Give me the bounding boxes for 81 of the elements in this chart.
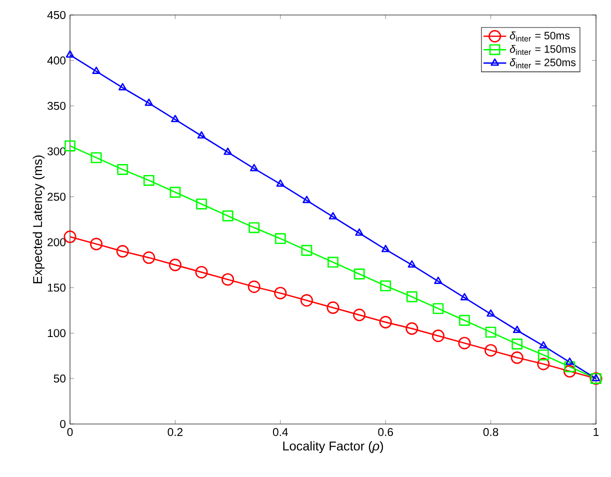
legend-label: δ$_{inter}$ = 150ms <box>510 44 576 55</box>
legend-label: δ$_{inter}$ = 250ms <box>510 58 576 68</box>
point <box>432 303 444 314</box>
point <box>90 238 103 250</box>
point <box>197 131 206 139</box>
point <box>539 341 548 348</box>
y-tick-label: 250 <box>48 192 66 201</box>
point <box>171 114 180 122</box>
point <box>64 230 76 244</box>
x-tick-label: 0.4 <box>272 428 288 436</box>
point <box>538 349 549 360</box>
point <box>195 266 208 278</box>
point <box>537 358 550 370</box>
point <box>90 152 102 164</box>
y-tick-label: 300 <box>47 147 66 156</box>
point <box>355 228 364 236</box>
y-axis-title: Expected Latency (ms) <box>32 156 45 284</box>
point <box>566 358 574 365</box>
x-tick-label: 1 <box>594 428 599 436</box>
y-tick-label: 200 <box>48 238 66 246</box>
x-tick-label: 0.6 <box>378 428 393 436</box>
point <box>64 140 76 152</box>
point <box>118 83 127 90</box>
point <box>196 198 207 210</box>
point <box>512 338 523 350</box>
point <box>328 256 338 268</box>
point <box>406 322 418 335</box>
point <box>274 233 286 244</box>
point <box>142 251 156 264</box>
y-tick-label: 50 <box>54 374 66 383</box>
x-tick-label: 0.2 <box>168 428 183 436</box>
point <box>248 222 260 234</box>
point <box>484 344 498 357</box>
point <box>328 212 338 220</box>
point <box>486 309 495 317</box>
x-axis-title: Locality Factor (ρ) <box>283 441 383 454</box>
point <box>459 314 470 326</box>
point <box>302 196 311 204</box>
point <box>406 291 418 302</box>
point <box>353 308 366 322</box>
y-tick-label: 450 <box>47 10 66 20</box>
point <box>460 292 469 300</box>
point <box>434 276 442 284</box>
point <box>116 245 129 258</box>
point <box>379 316 392 328</box>
x-tick-label: 0 <box>67 428 73 436</box>
point <box>512 326 522 334</box>
point <box>222 273 234 286</box>
point <box>408 260 416 268</box>
point <box>276 179 285 187</box>
point <box>381 244 390 252</box>
x-tick-label: 0.8 <box>483 428 498 436</box>
point <box>326 301 340 314</box>
point <box>563 365 576 378</box>
y-tick-label: 400 <box>47 56 66 64</box>
point <box>92 66 100 74</box>
point <box>274 286 287 300</box>
point <box>301 244 312 256</box>
point <box>380 280 392 292</box>
point <box>144 98 154 106</box>
point <box>248 280 260 294</box>
point <box>66 50 74 58</box>
y-tick-label: 350 <box>47 102 66 110</box>
point <box>510 351 524 364</box>
point <box>224 148 232 155</box>
y-tick-label: 150 <box>48 284 66 292</box>
legend-label: δ$_{inter}$ = 50ms <box>510 32 570 42</box>
y-tick-label: 0 <box>60 420 66 428</box>
point <box>485 326 496 338</box>
point <box>143 174 154 186</box>
y-tick-label: 100 <box>48 329 66 338</box>
point <box>222 210 234 222</box>
point <box>168 258 182 272</box>
point <box>117 164 128 175</box>
point <box>432 330 444 342</box>
point <box>354 268 365 280</box>
point <box>170 186 181 198</box>
point <box>250 164 258 172</box>
point <box>564 361 576 372</box>
point <box>458 336 471 350</box>
point <box>300 294 313 307</box>
